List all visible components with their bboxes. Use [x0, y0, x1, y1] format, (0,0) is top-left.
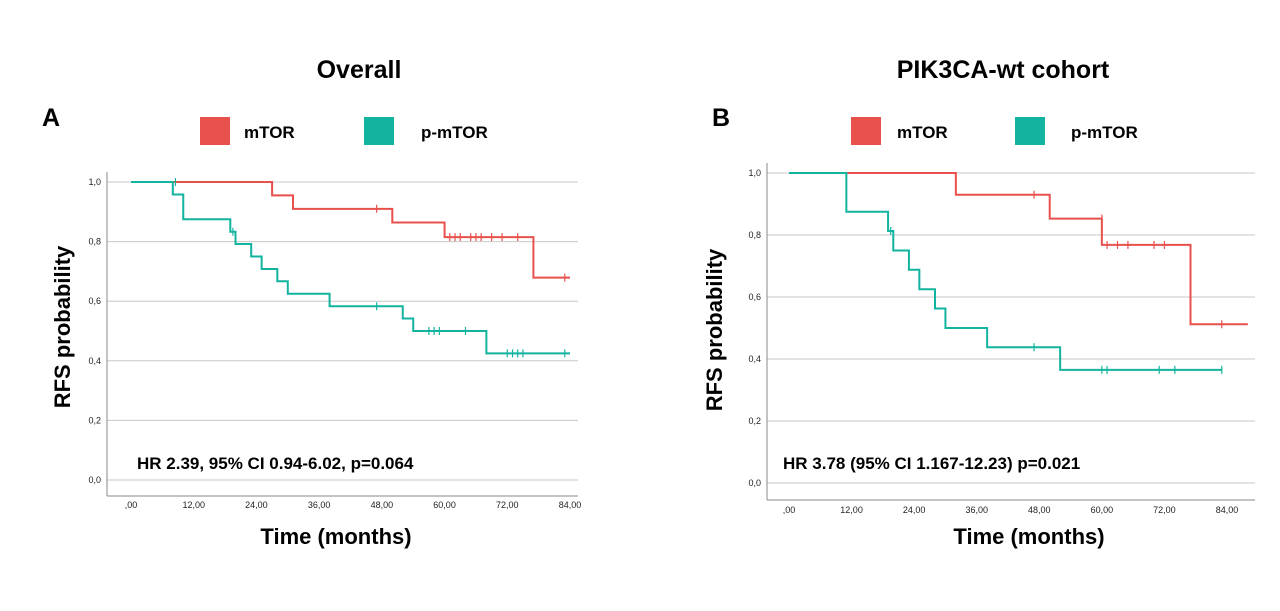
- x-tick-label: ,00: [125, 500, 138, 510]
- y-tick-label: 0,6: [88, 296, 101, 306]
- y-tick-label: 0,0: [88, 475, 101, 485]
- y-tick-label: 0,2: [748, 416, 761, 426]
- legend-label-mtor: mTOR: [897, 123, 948, 142]
- y-tick-label: 0,0: [748, 478, 761, 488]
- panel-b: PIK3CA-wt cohort B mTOR p-mTOR RFS proba…: [702, 56, 1255, 549]
- panel-a-letter: A: [42, 104, 60, 132]
- x-tick-label: 84,00: [1216, 505, 1239, 515]
- survival-curve-p-mtor: [789, 172, 1222, 371]
- panel-a-x-axis-title: Time (months): [260, 524, 411, 549]
- x-tick-label: 48,00: [371, 500, 394, 510]
- y-tick-label: 1,0: [748, 168, 761, 178]
- panel-a-title: Overall: [317, 56, 402, 84]
- x-tick-label: 72,00: [496, 500, 519, 510]
- y-tick-label: 0,8: [748, 230, 761, 240]
- panel-a-y-axis-title: RFS probability: [50, 245, 75, 408]
- panel-b-y-axis-title: RFS probability: [702, 248, 727, 411]
- x-tick-label: 24,00: [903, 505, 926, 515]
- panel-a-hr-annotation: HR 2.39, 95% CI 0.94-6.02, p=0.064: [137, 454, 414, 473]
- survival-curve-p-mtor: [131, 181, 570, 355]
- x-tick-label: 72,00: [1153, 505, 1176, 515]
- legend-label-p-mtor: p-mTOR: [421, 123, 488, 142]
- survival-curve-mtor: [131, 181, 570, 279]
- y-tick-label: 0,8: [88, 237, 101, 247]
- x-tick-label: 60,00: [433, 500, 456, 510]
- x-tick-label: ,00: [783, 505, 796, 515]
- x-tick-label: 12,00: [182, 500, 205, 510]
- y-tick-label: 0,6: [748, 292, 761, 302]
- y-tick-label: 1,0: [88, 177, 101, 187]
- panel-a: Overall A mTOR p-mTOR RFS probability Ti…: [42, 56, 581, 549]
- x-tick-label: 60,00: [1091, 505, 1114, 515]
- survival-curve-mtor: [789, 172, 1248, 326]
- legend-label-mtor: mTOR: [244, 123, 295, 142]
- x-tick-label: 12,00: [840, 505, 863, 515]
- x-tick-label: 48,00: [1028, 505, 1051, 515]
- y-tick-label: 0,4: [748, 354, 761, 364]
- y-tick-label: 0,4: [88, 356, 101, 366]
- panel-b-hr-annotation: HR 3.78 (95% CI 1.167-12.23) p=0.021: [783, 454, 1080, 473]
- panel-b-plot: 0,0 0,2 0,4 0,6 0,8 1,0 ,00 12,00 24,00 36,00 48,0…: [748, 163, 1255, 515]
- legend-swatch-p-mtor: [1015, 117, 1045, 145]
- panel-a-plot: 0,0 0,2 0,4 0,6 0,8 1,0 ,00 12,00 24,00 36,00 48,0…: [88, 172, 581, 510]
- panel-b-legend: mTOR p-mTOR: [851, 117, 1138, 145]
- x-tick-label: 36,00: [965, 505, 988, 515]
- legend-label-p-mtor: p-mTOR: [1071, 123, 1138, 142]
- panel-a-legend: mTOR p-mTOR: [200, 117, 488, 145]
- x-tick-label: 36,00: [308, 500, 331, 510]
- x-tick-label: 84,00: [559, 500, 582, 510]
- legend-swatch-mtor: [200, 117, 230, 145]
- x-tick-label: 24,00: [245, 500, 268, 510]
- panel-b-title: PIK3CA-wt cohort: [897, 56, 1110, 84]
- legend-swatch-mtor: [851, 117, 881, 145]
- legend-swatch-p-mtor: [364, 117, 394, 145]
- panel-b-x-axis-title: Time (months): [953, 524, 1104, 549]
- y-tick-label: 0,2: [88, 415, 101, 425]
- panel-b-letter: B: [712, 104, 730, 132]
